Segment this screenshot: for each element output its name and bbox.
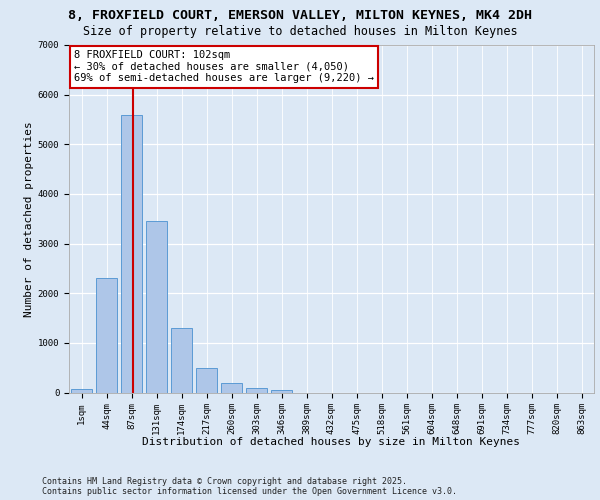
Y-axis label: Number of detached properties: Number of detached properties xyxy=(23,121,34,316)
Text: 8, FROXFIELD COURT, EMERSON VALLEY, MILTON KEYNES, MK4 2DH: 8, FROXFIELD COURT, EMERSON VALLEY, MILT… xyxy=(68,9,532,22)
X-axis label: Distribution of detached houses by size in Milton Keynes: Distribution of detached houses by size … xyxy=(143,437,521,448)
Text: Size of property relative to detached houses in Milton Keynes: Size of property relative to detached ho… xyxy=(83,25,517,38)
Bar xyxy=(146,221,167,392)
Bar xyxy=(246,388,267,392)
Bar xyxy=(271,390,292,392)
Bar xyxy=(171,328,192,392)
Bar xyxy=(196,368,217,392)
Text: 8 FROXFIELD COURT: 102sqm
← 30% of detached houses are smaller (4,050)
69% of se: 8 FROXFIELD COURT: 102sqm ← 30% of detac… xyxy=(74,50,374,84)
Text: Contains HM Land Registry data © Crown copyright and database right 2025.
Contai: Contains HM Land Registry data © Crown c… xyxy=(42,476,457,496)
Bar xyxy=(121,114,142,392)
Bar xyxy=(71,389,92,392)
Bar xyxy=(96,278,117,392)
Bar xyxy=(221,382,242,392)
